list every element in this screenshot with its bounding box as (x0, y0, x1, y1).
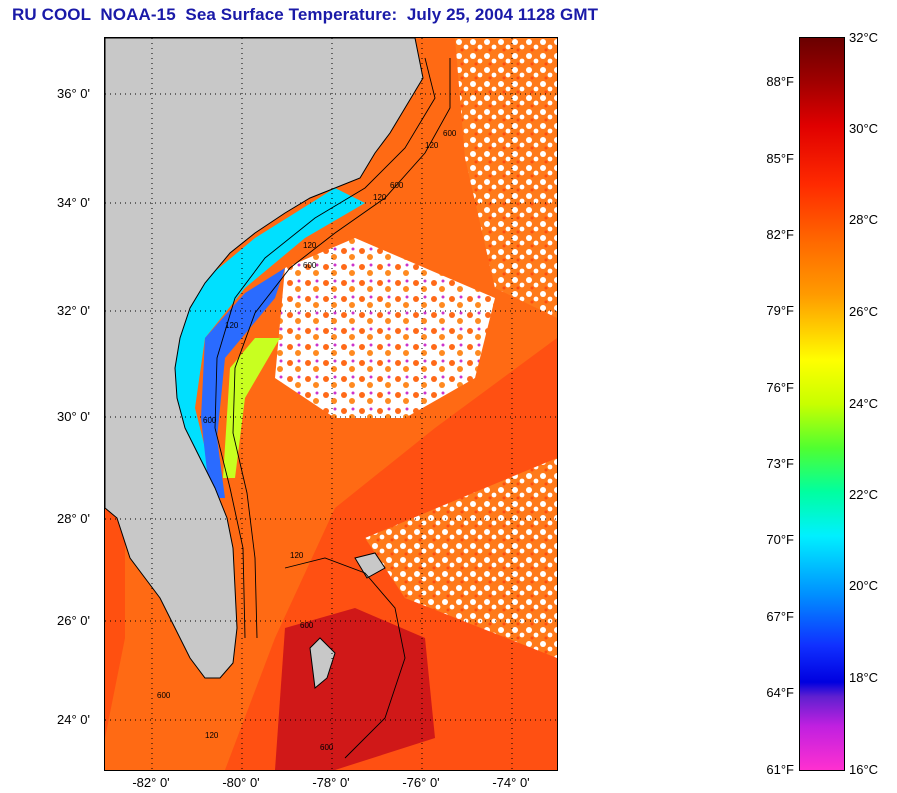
cloud-region-central (275, 238, 495, 418)
isobath-label: 120 (290, 551, 304, 560)
bahamas-island (309, 637, 336, 689)
transition-zone (223, 338, 280, 478)
colorbar-fahrenheit-label: 76°F (766, 380, 794, 395)
cloud-region-e (365, 458, 557, 658)
isobath-labels: 120 600 120 600 120 600 120 600 120 600 … (157, 129, 457, 752)
colorbar-fahrenheit-label: 61°F (766, 762, 794, 777)
sst-map-image: 120 600 120 600 120 600 120 600 120 600 … (105, 38, 557, 770)
colorbar-fahrenheit-label: 64°F (766, 685, 794, 700)
colorbar-fahrenheit-label: 70°F (766, 532, 794, 547)
isobath-600 (232, 58, 451, 639)
isobath-120 (214, 57, 436, 639)
colorbar-fahrenheit-label: 73°F (766, 456, 794, 471)
colorbar-fahrenheit-label: 82°F (766, 227, 794, 242)
lat-label: 28° 0' (57, 511, 90, 526)
lon-label: -76° 0' (402, 775, 440, 790)
land-mass (105, 38, 424, 679)
isobath-label: 600 (320, 743, 334, 752)
isobath-label: 120 (303, 241, 317, 250)
colorbar-celsius-label: 30°C (849, 121, 879, 136)
colorbar-fahrenheit-label: 85°F (766, 151, 794, 166)
colorbar-celsius-label: 16°C (849, 762, 879, 777)
colorbar-celsius-label: 24°C (849, 396, 879, 411)
isobath-label: 120 (425, 141, 439, 150)
isobath-label: 600 (300, 621, 314, 630)
colorbar (799, 37, 845, 771)
lat-label: 30° 0' (57, 409, 90, 424)
colorbar-fahrenheit-label: 67°F (766, 609, 794, 624)
isobath-label: 600 (203, 416, 217, 425)
isobath-label: 600 (303, 261, 317, 270)
isobath-label: 600 (390, 181, 404, 190)
lon-label: -80° 0' (222, 775, 260, 790)
cloud-region-ne (455, 38, 557, 318)
isobath-label: 600 (443, 129, 457, 138)
sst-map: 120 600 120 600 120 600 120 600 120 600 … (104, 37, 558, 771)
isobath-label: 120 (225, 321, 239, 330)
isobath-bahamas (284, 557, 406, 759)
colorbar-fahrenheit-label: 79°F (766, 303, 794, 318)
colorbar-fahrenheit-label: 88°F (766, 74, 794, 89)
colorbar-celsius-label: 22°C (849, 487, 879, 502)
colorbar-celsius-label: 18°C (849, 670, 879, 685)
lat-label: 32° 0' (57, 303, 90, 318)
colorbar-celsius-label: 20°C (849, 578, 879, 593)
lon-label: -82° 0' (132, 775, 170, 790)
map-title: RU COOL NOAA-15 Sea Surface Temperature:… (12, 5, 599, 24)
lat-label: 24° 0' (57, 712, 90, 727)
lat-label: 34° 0' (57, 195, 90, 210)
lon-label: -74° 0' (492, 775, 530, 790)
bahamas-island (354, 552, 386, 579)
isobath-label: 120 (205, 731, 219, 740)
isobath-label: 600 (157, 691, 171, 700)
cool-coastal-band (165, 188, 365, 493)
colorbar-celsius-label: 32°C (849, 30, 879, 45)
colorbar-celsius-label: 28°C (849, 212, 879, 227)
isobath-label: 120 (373, 193, 387, 202)
graticule (105, 38, 557, 770)
cold-coastal-band (201, 268, 285, 498)
lat-label: 26° 0' (57, 613, 90, 628)
colorbar-celsius-label: 26°C (849, 304, 879, 319)
lat-label: 36° 0' (57, 86, 90, 101)
lon-label: -78° 0' (312, 775, 350, 790)
